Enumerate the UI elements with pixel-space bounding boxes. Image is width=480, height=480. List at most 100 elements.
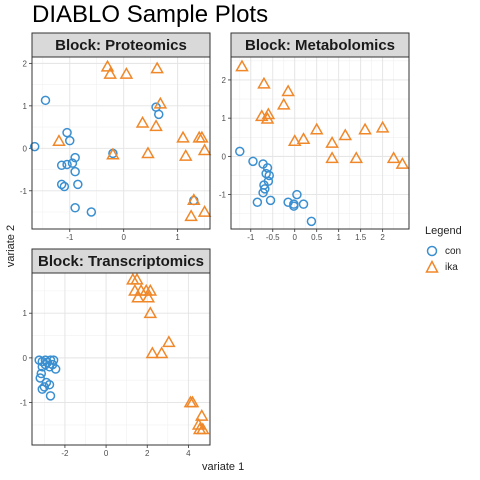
data-point-ika <box>197 143 212 156</box>
data-point-ika <box>106 147 120 160</box>
panel-title: Block: Metabolomics <box>245 37 395 54</box>
data-point-ika <box>178 148 193 161</box>
panel-border <box>31 56 211 230</box>
data-point-ika <box>191 417 206 430</box>
page-title: DIABLO Sample Plots <box>32 1 269 28</box>
data-point-ika <box>325 135 339 148</box>
data-point-ika <box>309 122 324 135</box>
data-point-con <box>45 391 56 401</box>
data-point-con <box>73 179 83 190</box>
data-point-ika <box>349 151 364 164</box>
legend: Legend con ika <box>425 225 477 275</box>
data-point-ika <box>162 335 176 348</box>
data-point-ika <box>52 134 66 146</box>
data-point-con <box>70 203 80 213</box>
data-point-con <box>35 373 45 383</box>
y-tick-label: 2 <box>23 59 28 68</box>
triangle-icon <box>425 260 439 273</box>
y-tick-label: 0 <box>23 144 28 153</box>
panel-1: Block: Proteomics -1 0 1 -1 0 1 2 <box>20 32 212 242</box>
x-tick-label: -1 <box>66 233 74 242</box>
data-point-con <box>154 109 164 120</box>
data-point-con <box>65 135 75 146</box>
legend-label-ika: ika <box>445 261 458 273</box>
data-point-ika <box>153 96 168 109</box>
data-point-con <box>37 362 48 372</box>
data-point-con <box>48 355 59 365</box>
y-tick-label: 2 <box>222 76 227 85</box>
data-point-con <box>62 127 72 138</box>
data-point-ika <box>197 205 212 217</box>
data-point-ika <box>325 151 339 164</box>
data-point-ika <box>260 111 275 124</box>
y-tick-label: 1 <box>222 114 227 123</box>
x-tick-label: 1.5 <box>355 233 367 242</box>
x-tick-label: 1 <box>175 233 180 242</box>
y-tick-label: 0 <box>222 152 227 161</box>
data-point-ika <box>103 66 118 79</box>
x-tick-label: 0.5 <box>311 233 323 242</box>
panel-border <box>31 272 211 446</box>
data-point-con <box>70 166 80 177</box>
y-tick-label: -1 <box>219 191 227 200</box>
legend-item-ika: ika <box>425 259 477 275</box>
data-point-ika <box>386 151 401 164</box>
data-point-con <box>265 195 276 206</box>
data-point-ika <box>154 346 169 359</box>
legend-item-con: con <box>425 243 477 259</box>
data-point-ika <box>276 97 291 110</box>
data-point-con <box>248 156 258 167</box>
data-point-ika <box>119 66 134 79</box>
data-point-ika <box>338 128 353 141</box>
data-point-con <box>44 379 55 390</box>
data-point-ika <box>375 120 390 133</box>
data-point-con <box>39 382 50 392</box>
data-point-con <box>36 368 47 379</box>
data-point-ika <box>195 130 209 143</box>
data-point-ika <box>257 76 271 89</box>
legend-title: Legend <box>425 225 462 237</box>
plot-area <box>32 57 210 229</box>
panel-2: Block: Metabolomics -1 -0.5 0 0.5 1 1.5 2 -1 0 1 2 <box>219 32 410 242</box>
panel-3: Block: Transcriptomics -2 0 2 4 -1 0 1 <box>20 248 211 458</box>
data-point-ika <box>149 119 163 132</box>
data-point-con <box>252 197 263 207</box>
data-point-ika <box>141 146 155 159</box>
y-tick-label: 1 <box>23 102 28 111</box>
data-point-ika <box>131 290 145 303</box>
data-point-con <box>292 189 302 200</box>
data-point-con <box>306 216 317 227</box>
data-point-con <box>289 199 299 209</box>
panel-border <box>230 56 410 230</box>
data-point-ika <box>141 290 156 303</box>
panel-title-strip <box>31 32 211 58</box>
data-point-con <box>37 384 48 394</box>
data-point-ika <box>145 346 160 359</box>
data-point-ika <box>130 272 144 285</box>
x-tick-label: -1 <box>247 233 255 242</box>
data-point-con <box>298 199 309 209</box>
x-tick-label: 4 <box>186 449 191 458</box>
panel-title-strip <box>31 248 211 274</box>
data-point-con <box>59 181 70 192</box>
legend-label-con: con <box>445 245 462 257</box>
data-point-con <box>264 170 274 181</box>
data-point-con <box>29 141 40 152</box>
data-point-con <box>86 207 97 217</box>
data-point-ika <box>150 61 164 74</box>
y-tick-label: 1 <box>23 309 28 318</box>
data-point-ika <box>261 107 276 120</box>
data-point-ika <box>281 84 295 97</box>
x-tick-label: 2 <box>145 449 150 458</box>
x-tick-label: 1 <box>336 233 341 242</box>
data-point-con <box>56 160 67 171</box>
data-point-ika <box>135 115 150 128</box>
y-tick-label: -1 <box>20 399 28 408</box>
data-point-ika <box>235 59 249 72</box>
data-point-con <box>40 95 51 106</box>
data-point-ika <box>287 134 302 146</box>
data-point-ika <box>194 408 209 421</box>
data-point-con <box>56 179 67 190</box>
data-point-ika <box>184 209 198 222</box>
